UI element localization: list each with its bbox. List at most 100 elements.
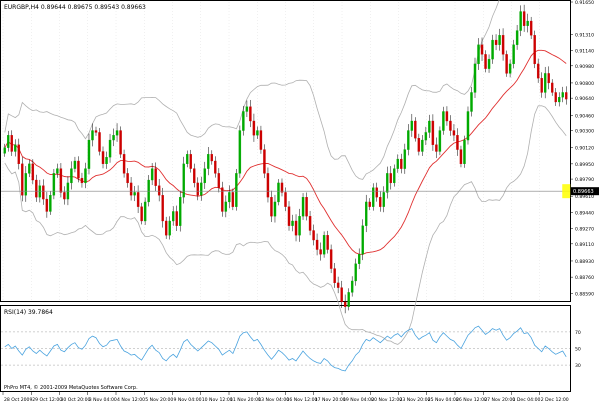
candle-body (17, 144, 20, 165)
time-tick-label: 19 Nov 04:00 (343, 397, 374, 403)
candle-body (431, 120, 435, 145)
candle-body (498, 35, 501, 45)
candle-body (238, 130, 242, 174)
candle-body (301, 197, 305, 217)
candle-body (375, 187, 378, 198)
candle-body (554, 92, 557, 103)
candle-body (463, 139, 466, 165)
candle-body (487, 58, 491, 69)
candle-body (435, 144, 438, 152)
candle-body (414, 120, 417, 139)
candle-body (129, 182, 133, 196)
candle-body (319, 249, 322, 255)
candle-body (372, 187, 375, 207)
candle-body (87, 139, 91, 169)
candle-body (565, 92, 568, 100)
candle-body (259, 130, 263, 150)
candle-body (421, 139, 424, 152)
candle-body (242, 111, 245, 131)
bollinger-bands-layer (4, 0, 567, 345)
candle-body (249, 106, 252, 122)
candle-body (543, 73, 547, 93)
candle-body (508, 63, 512, 74)
candle-body (438, 130, 442, 152)
candle-body (193, 168, 196, 184)
time-tick-label: 26 Nov 12:00 (456, 397, 487, 403)
candle-body (112, 135, 115, 141)
time-tick-label: 30 Oct 20:00 (61, 397, 91, 403)
time-tick-label: 25 Nov 04:00 (428, 397, 459, 403)
time-tick-label: 13 Nov 04:00 (258, 397, 289, 403)
candle-body (270, 197, 273, 217)
candle-body (428, 120, 431, 133)
candle-body (336, 282, 340, 288)
price-tick-label: 0.91310 (575, 32, 594, 38)
candle-body (263, 149, 266, 174)
candle-body (519, 11, 522, 31)
candle-body (7, 135, 10, 148)
moving-average-line (4, 49, 567, 255)
candle-body (322, 235, 326, 255)
candle-body (333, 268, 336, 284)
candle-body (305, 197, 308, 217)
candle-body (171, 211, 175, 222)
candle-body (424, 132, 428, 141)
rsi-layer: 70 50 30 (1, 325, 581, 372)
candle-body (326, 235, 329, 250)
time-tick-label: 28 Oct 2009 (4, 397, 32, 403)
time-tick-label: 5 Nov 20:00 (145, 397, 173, 403)
time-tick-label: 9 Nov 04:00 (174, 397, 202, 403)
price-tick-label: 0.89440 (575, 210, 594, 216)
candle-body (31, 163, 35, 181)
candle-body (80, 177, 84, 184)
copyright-text: PhPro MT4, © 2001-2009 MetaQuotes Softwa… (4, 384, 138, 391)
price-axis: 0.91650 0.91310 0.91140 0.90980 0.90800 0.906… (570, 0, 594, 297)
candle-body (207, 154, 210, 169)
price-tick-label: 0.91650 (575, 0, 594, 6)
rsi-line (4, 325, 567, 372)
time-tick-label: 29 Oct 12:00 (32, 397, 62, 403)
candle-body (168, 220, 171, 236)
candle-body (533, 35, 536, 65)
candle-body (350, 280, 354, 293)
candle-body (315, 239, 319, 250)
price-tick-label: 0.88590 (575, 291, 594, 297)
candle-body (529, 20, 533, 36)
candle-body (70, 168, 73, 184)
candle-body (536, 63, 540, 79)
candle-body (442, 111, 445, 131)
candle-body (512, 44, 515, 65)
candlesticks-layer (3, 4, 568, 314)
candle-body (126, 173, 129, 184)
current-price-label: 0.89663 (573, 189, 594, 195)
candle-body (540, 78, 543, 93)
candle-body (494, 39, 498, 45)
candle-body (98, 132, 101, 152)
candle-body (154, 168, 157, 186)
candle-body (368, 201, 371, 207)
candle-body (108, 139, 112, 158)
candle-body (10, 135, 13, 152)
candle-body (382, 192, 385, 207)
candle-body (179, 197, 182, 226)
moving-average-layer (4, 49, 567, 255)
candle-body (164, 220, 168, 236)
time-tick-label: 16 Nov 12:00 (287, 397, 318, 403)
time-tick-label: 23 Nov 20:00 (400, 397, 431, 403)
candle-body (522, 11, 526, 26)
rsi-level-label: 30 (575, 363, 581, 369)
price-tick-label: 0.90120 (575, 146, 594, 152)
candle-body (357, 254, 361, 264)
candle-body (417, 137, 421, 152)
time-tick-label: 20 Nov 12:00 (371, 397, 402, 403)
candle-body (407, 130, 410, 150)
price-tick-label: 0.90460 (575, 113, 594, 119)
candle-body (221, 187, 224, 212)
candle-body (84, 168, 87, 184)
price-tick-label: 0.90300 (575, 129, 594, 135)
candle-body (561, 92, 564, 98)
candle-body (505, 54, 508, 74)
